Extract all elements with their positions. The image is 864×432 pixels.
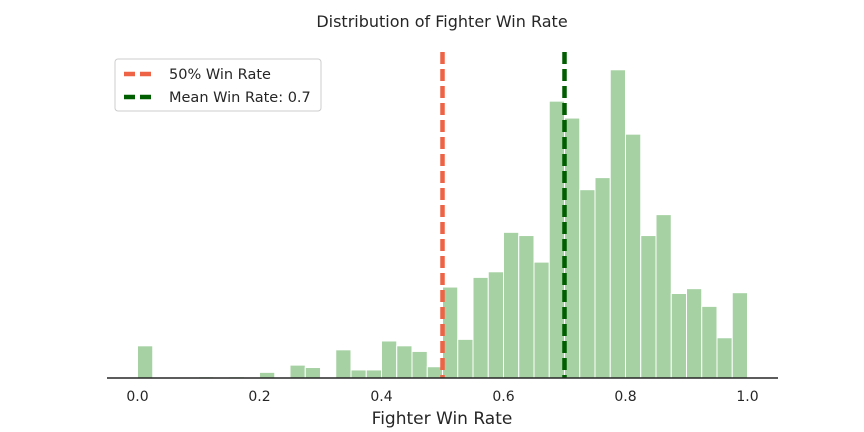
histogram-bar — [655, 214, 672, 379]
histogram-bar — [350, 369, 367, 379]
legend: 50% Win Rate Mean Win Rate: 0.7 — [114, 58, 322, 112]
histogram-bar — [365, 369, 382, 379]
histogram-bar — [564, 117, 581, 379]
histogram-bar — [442, 286, 459, 379]
histogram-bar — [533, 261, 550, 379]
x-tick-label: 0.0 — [126, 389, 148, 405]
histogram-bar — [304, 367, 321, 379]
histogram-bar — [579, 189, 596, 379]
histogram-bar — [609, 69, 626, 379]
histogram-bar — [137, 345, 154, 379]
histogram-bar — [411, 350, 428, 379]
x-tick-label: 0.4 — [370, 389, 392, 405]
x-tick-label: 0.6 — [492, 389, 514, 405]
histogram-bar — [396, 345, 413, 379]
x-tick-label: 0.8 — [614, 389, 636, 405]
histogram-bar — [503, 231, 520, 379]
histogram-bar — [640, 235, 657, 379]
histogram-bar — [686, 288, 703, 379]
histogram-bar — [457, 338, 474, 379]
histogram-bar — [335, 349, 352, 379]
histogram-bar — [487, 271, 504, 379]
x-tick-label: 0.2 — [248, 389, 270, 405]
histogram-bar — [625, 133, 642, 379]
reference-lines — [440, 52, 567, 378]
legend-label-mean: Mean Win Rate: 0.7 — [169, 90, 311, 106]
histogram-bar — [731, 292, 748, 379]
histogram-bar — [548, 100, 565, 379]
histogram-bar — [701, 305, 718, 379]
x-tick-labels: 0.0 0.2 0.4 0.6 0.8 1.0 — [126, 389, 758, 405]
histogram-bar — [259, 371, 276, 379]
histogram-bar — [472, 276, 489, 379]
legend-box — [114, 58, 322, 112]
histogram-bar — [289, 364, 306, 379]
x-axis-title: Fighter Win Rate — [372, 409, 513, 429]
histogram-bar — [518, 235, 535, 379]
histogram-bar — [426, 366, 443, 379]
legend-label-50-percent: 50% Win Rate — [169, 67, 271, 83]
histogram-bar — [381, 340, 398, 379]
chart-title: Distribution of Fighter Win Rate — [316, 12, 567, 31]
histogram-bar — [670, 293, 687, 379]
x-tick-label: 1.0 — [736, 389, 758, 405]
histogram-bar — [594, 177, 611, 379]
histogram-bar — [716, 337, 733, 379]
